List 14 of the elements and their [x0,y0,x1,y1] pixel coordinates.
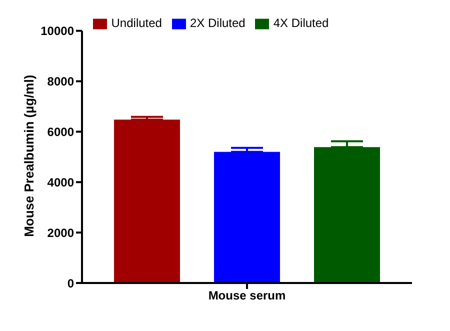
x-tick-label: Mouse serum [208,288,286,303]
y-tick-label: 8000 [47,74,74,89]
y-tick-label: 6000 [47,124,74,139]
y-axis-title: Mouse Prealbumin (µg/ml) [22,74,37,237]
legend-label: 2X Diluted [190,16,246,30]
y-tick-label: 4000 [47,175,74,190]
y-tick-label: 0 [67,276,74,290]
legend-label: 4X Diluted [273,16,329,30]
bar [314,147,380,283]
y-tick-label: 2000 [47,226,74,240]
bar [214,152,280,283]
bar [114,120,180,283]
y-tick-label: 10000 [40,24,74,38]
legend-label: Undiluted [111,16,162,30]
